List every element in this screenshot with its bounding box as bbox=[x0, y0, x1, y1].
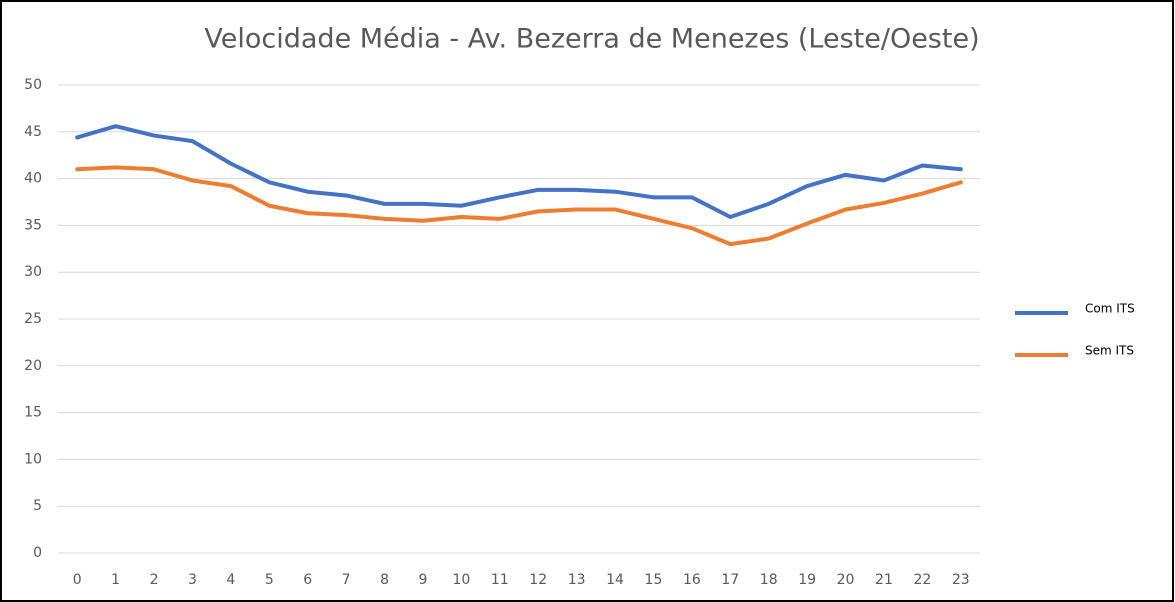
chart-title: Velocidade Média - Av. Bezerra de Meneze… bbox=[204, 24, 979, 55]
x-tick-label: 2 bbox=[150, 572, 159, 588]
y-tick-label: 5 bbox=[33, 498, 42, 514]
x-tick-label: 11 bbox=[491, 572, 509, 588]
series-line bbox=[75, 165, 963, 247]
y-tick-label: 35 bbox=[24, 217, 42, 233]
series-line bbox=[75, 124, 963, 219]
x-tick-label: 8 bbox=[380, 572, 389, 588]
x-tick-label: 3 bbox=[188, 572, 197, 588]
x-tick-label: 12 bbox=[529, 572, 547, 588]
x-tick-label: 21 bbox=[875, 572, 893, 588]
y-tick-label: 0 bbox=[33, 545, 42, 561]
y-tick-label: 20 bbox=[24, 358, 42, 374]
y-tick-label: 40 bbox=[24, 171, 42, 187]
x-tick-label: 7 bbox=[342, 572, 351, 588]
x-tick-label: 18 bbox=[760, 572, 778, 588]
y-tick-label: 15 bbox=[24, 405, 42, 421]
legend-label: Sem ITS bbox=[1085, 344, 1134, 358]
x-tick-label: 10 bbox=[452, 572, 470, 588]
x-tick-label: 22 bbox=[913, 572, 931, 588]
x-tick-label: 14 bbox=[606, 572, 624, 588]
x-tick-label: 4 bbox=[226, 572, 235, 588]
x-tick-label: 17 bbox=[721, 572, 739, 588]
y-tick-label: 25 bbox=[24, 311, 42, 327]
x-tick-label: 0 bbox=[73, 572, 82, 588]
x-tick-label: 15 bbox=[645, 572, 663, 588]
x-tick-label: 23 bbox=[952, 572, 970, 588]
x-tick-label: 19 bbox=[798, 572, 816, 588]
x-tick-label: 16 bbox=[683, 572, 701, 588]
y-tick-label: 10 bbox=[24, 451, 42, 467]
x-tick-label: 5 bbox=[265, 572, 274, 588]
x-tick-label: 13 bbox=[568, 572, 586, 588]
y-tick-label: 45 bbox=[24, 124, 42, 140]
legend-label: Com ITS bbox=[1085, 302, 1135, 316]
y-tick-label: 50 bbox=[24, 77, 42, 93]
y-tick-label: 30 bbox=[24, 264, 42, 280]
x-tick-label: 20 bbox=[837, 572, 855, 588]
x-tick-label: 9 bbox=[418, 572, 427, 588]
x-tick-label: 6 bbox=[303, 572, 312, 588]
x-tick-label: 1 bbox=[111, 572, 120, 588]
